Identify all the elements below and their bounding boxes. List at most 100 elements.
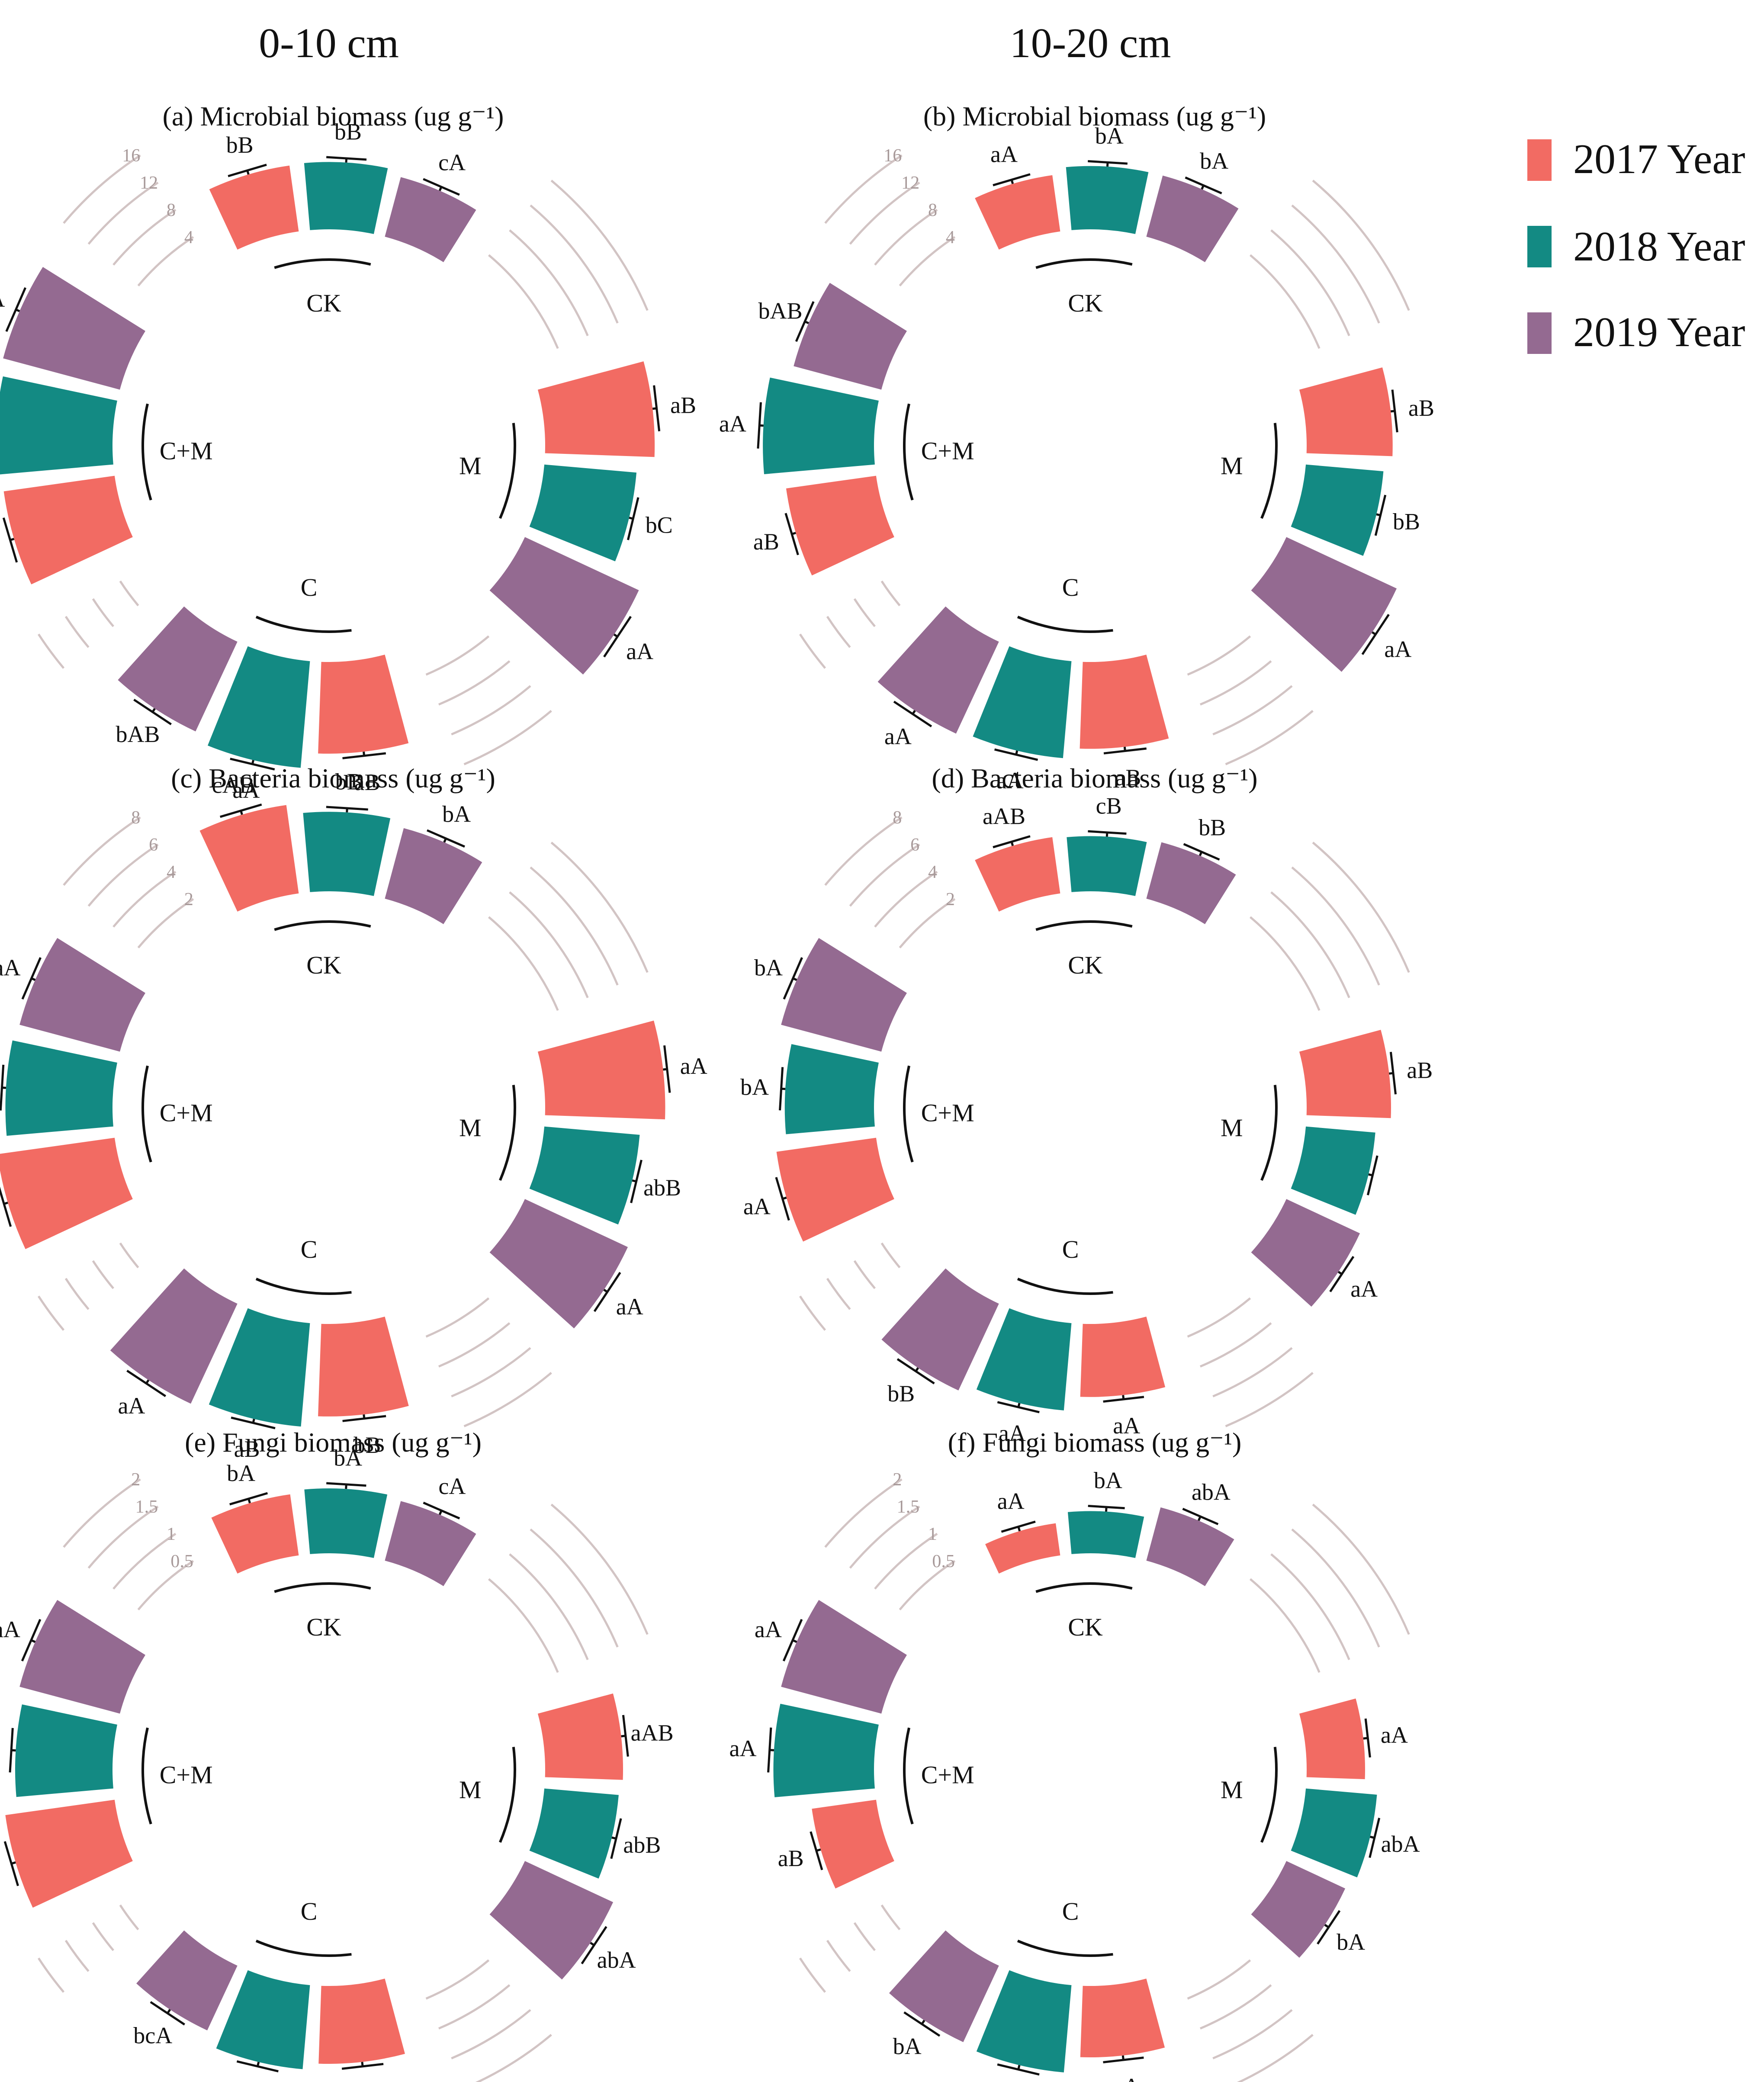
error-cap: [220, 803, 262, 818]
treatment-cplusm: abAabBaAC+M: [0, 938, 213, 1249]
grid-arc: [1187, 635, 1251, 676]
error-cap: [326, 806, 368, 811]
bar-2018: [1067, 1511, 1144, 1558]
grid-arc: [92, 598, 114, 627]
significance-letter: aAB: [983, 803, 1025, 829]
tick-label: 1: [928, 1524, 937, 1544]
error-cap: [779, 1067, 784, 1111]
treatment-arc: [1260, 423, 1278, 519]
error-cap: [3, 1841, 19, 1886]
bar-2018: [0, 376, 117, 475]
error-cap: [236, 2060, 279, 2072]
treatment-m: aA abB aA M: [459, 1020, 707, 1329]
treatment-label: M: [459, 1114, 482, 1142]
bar-2018: [976, 1970, 1072, 2072]
treatment-label: CK: [306, 289, 341, 317]
error-cap: [2, 517, 18, 563]
significance-letter: aA: [238, 2079, 265, 2082]
tick-label: 2: [946, 890, 955, 909]
error-cap: [326, 156, 367, 161]
error-cap: [5, 287, 26, 332]
grid-arc: [119, 1904, 139, 1931]
bar-2018: [529, 1788, 619, 1879]
significance-letter: aB: [1407, 1057, 1433, 1083]
bar-2018: [773, 1703, 879, 1797]
bar-2019: [1251, 537, 1397, 672]
bar-2019: [881, 1268, 999, 1391]
treatment-label: CK: [306, 951, 341, 979]
treatment-label: M: [1221, 1776, 1243, 1804]
legend-swatch-2017: [1527, 139, 1552, 181]
bar-2017: [985, 1523, 1060, 1574]
panel-title: (f) Fungi biomass (ug g⁻¹): [948, 1427, 1242, 1458]
grid-arc: [463, 710, 552, 765]
grid-arc: [509, 229, 589, 337]
tick-label: 0.5: [932, 1552, 955, 1571]
bar-2017: [318, 654, 409, 754]
error-cap: [150, 2001, 186, 2026]
significance-letter: bC: [646, 512, 673, 538]
grid-arc: [550, 180, 649, 311]
grid-arc: [799, 1295, 826, 1331]
bar-2017: [1299, 367, 1393, 456]
treatment-arc: [903, 1727, 914, 1825]
grid-arc: [1200, 1322, 1272, 1368]
grid-arc: [1291, 866, 1380, 986]
grid-arc: [899, 1560, 956, 1611]
grid-arc: [87, 843, 159, 907]
significance-letter: aA: [996, 768, 1024, 794]
bar-2017: [975, 837, 1060, 912]
error-cap: [775, 1177, 790, 1221]
grid-arc: [488, 1578, 559, 1673]
significance-letter: bcA: [133, 2023, 172, 2049]
error-cap: [893, 700, 932, 728]
grid-arc: [849, 181, 920, 245]
panels: (a) Microbial biomass (ug g⁻¹)161284bBbB…: [0, 101, 1434, 2082]
significance-letter: aA: [232, 777, 260, 803]
grid-arc: [880, 580, 901, 607]
treatment-label: C: [301, 1235, 318, 1263]
grid-arc: [37, 1295, 65, 1331]
significance-letter: aA: [1350, 1276, 1378, 1302]
panel-title: (a) Microbial biomass (ug g⁻¹): [163, 101, 504, 132]
error-cap: [1182, 1507, 1219, 1526]
treatment-label: M: [459, 452, 482, 480]
significance-letter: cB: [1096, 793, 1122, 819]
bar-2018: [303, 812, 391, 896]
treatment-label: CK: [1068, 289, 1103, 317]
treatment-label: C: [1062, 1235, 1079, 1263]
bar-2018: [5, 1040, 117, 1136]
treatment-arc: [274, 1582, 371, 1593]
grid-arcs: [37, 816, 649, 1427]
error-cap: [1183, 843, 1220, 861]
bar-2017: [3, 476, 133, 585]
bar-2019: [1146, 842, 1236, 924]
bar-2018: [216, 1970, 310, 2069]
grid-arc: [826, 1278, 851, 1310]
error-cap: [581, 1926, 607, 1965]
treatment-arc: [1017, 1278, 1113, 1295]
bar-2018: [529, 1126, 640, 1225]
bar-2018: [784, 1044, 879, 1134]
grid-arc: [87, 181, 159, 245]
grid-arc: [119, 1242, 139, 1269]
bar-2019: [19, 938, 145, 1052]
significance-letter: bA: [1095, 123, 1124, 149]
grid-arcs: [37, 154, 649, 765]
bar-2017: [537, 1693, 623, 1780]
grid-arc: [64, 616, 90, 648]
error-cap: [1366, 1155, 1378, 1195]
error-cap: [341, 2063, 384, 2070]
grid-arc: [37, 633, 65, 669]
error-cap: [1185, 176, 1222, 195]
bar-2019: [489, 537, 639, 675]
treatment-arc: [255, 1278, 352, 1295]
treatment-c: bB aB aA C: [110, 1235, 409, 1462]
treatment-ck: bB bB cA CK: [209, 119, 476, 317]
significance-letter: aAB: [631, 1720, 674, 1746]
error-cap: [423, 1501, 460, 1520]
error-cap: [1374, 495, 1387, 536]
tick-label: 0.5: [170, 1552, 193, 1571]
grid-arc: [63, 154, 141, 224]
significance-letter: aA: [626, 639, 653, 665]
